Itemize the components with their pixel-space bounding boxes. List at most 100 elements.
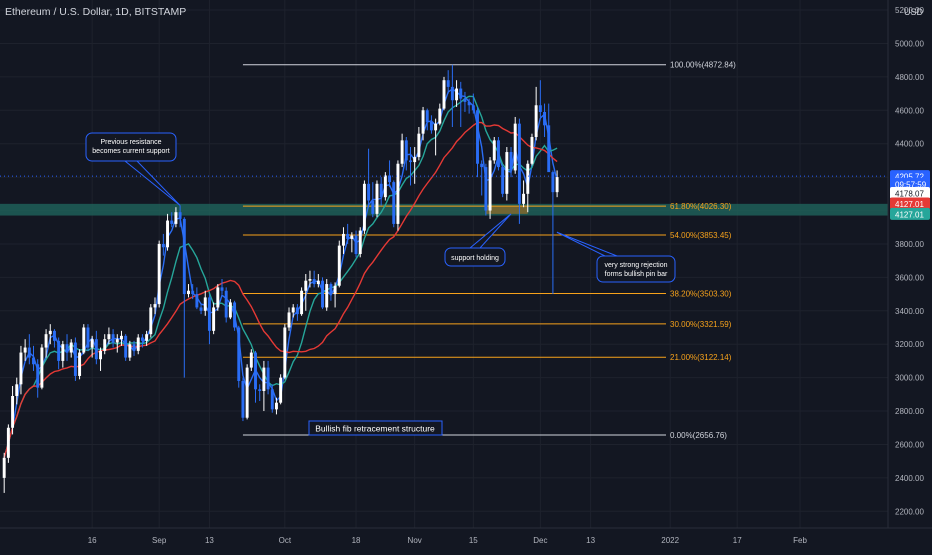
candle-body[interactable] [19, 352, 23, 385]
candle-body[interactable] [362, 183, 366, 231]
candle-body[interactable] [425, 110, 429, 122]
candle-body[interactable] [82, 327, 86, 353]
candle-body[interactable] [287, 312, 291, 328]
candle-body[interactable] [333, 285, 337, 295]
candle-body[interactable] [375, 183, 379, 214]
candle-body[interactable] [182, 218, 186, 295]
candle-body[interactable] [517, 123, 521, 204]
candle-body[interactable] [429, 121, 433, 131]
candle-body[interactable] [262, 367, 266, 391]
candle-body[interactable] [245, 367, 249, 418]
price-axis[interactable] [888, 0, 932, 550]
candle-body[interactable] [174, 212, 178, 224]
candle-body[interactable] [522, 193, 526, 204]
candle-body[interactable] [388, 175, 392, 183]
candle-body[interactable] [32, 357, 35, 365]
candle-body[interactable] [404, 140, 408, 161]
candle-body[interactable] [86, 327, 90, 348]
candle-body[interactable] [27, 347, 31, 358]
candle-body[interactable] [501, 167, 505, 194]
candle-body[interactable] [57, 340, 61, 361]
candle-body[interactable] [99, 350, 102, 360]
candle-body[interactable] [249, 352, 253, 368]
candle-body[interactable] [450, 86, 454, 101]
candle-body[interactable] [379, 183, 383, 198]
candle-body[interactable] [15, 384, 19, 396]
candle-body[interactable] [350, 235, 354, 239]
candle-body[interactable] [325, 284, 329, 308]
candle-body[interactable] [526, 163, 530, 194]
candle-body[interactable] [254, 352, 257, 390]
candle-body[interactable] [161, 243, 165, 248]
candle-body[interactable] [421, 110, 425, 134]
candle-body[interactable] [459, 88, 463, 99]
candle-body[interactable] [329, 284, 333, 295]
candle-body[interactable] [220, 287, 224, 291]
candle-body[interactable] [48, 330, 52, 335]
candle-body[interactable] [40, 347, 44, 388]
candle-body[interactable] [266, 367, 270, 390]
time-axis[interactable] [0, 528, 932, 550]
candle-body[interactable] [417, 133, 421, 158]
candle-body[interactable] [111, 334, 115, 343]
candle-body[interactable] [538, 105, 542, 112]
candle-body[interactable] [216, 287, 220, 308]
candle-body[interactable] [396, 163, 400, 224]
candle-body[interactable] [103, 339, 107, 351]
candle-body[interactable] [342, 233, 345, 246]
candle-body[interactable] [203, 297, 207, 311]
candle-body[interactable] [69, 342, 73, 353]
candle-body[interactable] [543, 111, 546, 126]
candle-body[interactable] [442, 80, 446, 109]
candle-body[interactable] [400, 140, 404, 164]
candle-body[interactable] [367, 183, 371, 201]
candle-body[interactable] [140, 337, 144, 341]
candle-body[interactable] [547, 125, 551, 173]
candle-body[interactable] [279, 377, 283, 403]
candle-body[interactable] [300, 290, 304, 315]
candle-body[interactable] [337, 245, 341, 286]
candle-body[interactable] [413, 157, 417, 163]
candle-body[interactable] [392, 182, 396, 224]
candle-body[interactable] [36, 364, 40, 388]
candle-body[interactable] [195, 294, 199, 308]
candle-body[interactable] [551, 172, 555, 193]
candle-body[interactable] [484, 167, 488, 211]
candle-body[interactable] [492, 140, 496, 161]
candle-body[interactable] [555, 177, 559, 193]
candle-body[interactable] [187, 290, 190, 295]
candle-body[interactable] [145, 334, 149, 341]
candle-body[interactable] [295, 307, 299, 315]
candle-body[interactable] [534, 105, 538, 138]
candle-body[interactable] [241, 380, 245, 418]
candle-body[interactable] [228, 302, 232, 318]
candle-body[interactable] [471, 105, 475, 111]
candle-body[interactable] [274, 402, 278, 410]
candle-body[interactable] [94, 339, 98, 360]
candle-body[interactable] [212, 307, 216, 331]
candle-body[interactable] [438, 108, 442, 124]
candle-body[interactable] [476, 110, 479, 164]
candle-body[interactable] [2, 457, 6, 478]
candle-body[interactable] [178, 212, 182, 219]
candle-body[interactable] [149, 307, 153, 335]
candle-body[interactable] [463, 98, 467, 102]
candle-body[interactable] [65, 344, 69, 353]
candle-body[interactable] [136, 337, 140, 351]
candle-body[interactable] [321, 280, 324, 308]
candle-body[interactable] [258, 389, 262, 391]
candle-body[interactable] [166, 220, 170, 248]
candle-body[interactable] [291, 307, 295, 313]
candle-body[interactable] [124, 335, 128, 358]
candle-body[interactable] [409, 160, 412, 163]
candle-body[interactable] [224, 290, 228, 318]
candle-body[interactable] [170, 220, 174, 224]
candle-body[interactable] [90, 339, 94, 348]
candle-body[interactable] [120, 335, 123, 340]
candle-body[interactable] [509, 152, 513, 171]
candle-body[interactable] [128, 344, 132, 358]
candle-body[interactable] [358, 230, 362, 254]
candle-body[interactable] [11, 396, 15, 428]
